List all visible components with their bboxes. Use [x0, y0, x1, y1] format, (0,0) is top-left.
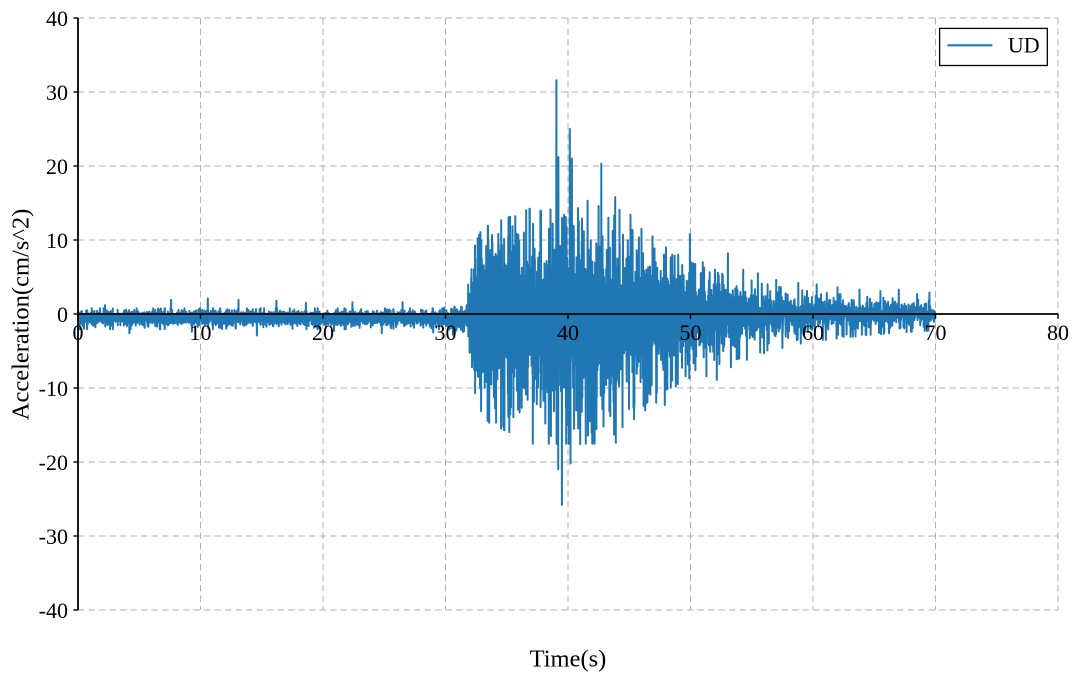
svg-text:10: 10 [190, 320, 212, 345]
svg-text:70: 70 [925, 320, 947, 345]
svg-text:40: 40 [46, 6, 68, 31]
svg-text:10: 10 [46, 228, 68, 253]
svg-text:Acceleration(cm/s^2): Acceleration(cm/s^2) [8, 209, 35, 420]
svg-text:Time(s): Time(s) [530, 646, 607, 673]
svg-text:20: 20 [46, 154, 68, 179]
svg-text:30: 30 [435, 320, 457, 345]
svg-text:-40: -40 [39, 598, 68, 623]
svg-text:20: 20 [312, 320, 334, 345]
svg-text:UD: UD [1008, 33, 1040, 58]
svg-text:-10: -10 [39, 376, 68, 401]
svg-text:0: 0 [73, 320, 84, 345]
svg-text:-20: -20 [39, 450, 68, 475]
svg-text:50: 50 [680, 320, 702, 345]
svg-text:-30: -30 [39, 524, 68, 549]
svg-text:0: 0 [57, 302, 68, 327]
svg-text:40: 40 [557, 320, 579, 345]
svg-text:30: 30 [46, 80, 68, 105]
svg-text:80: 80 [1047, 320, 1069, 345]
svg-text:60: 60 [802, 320, 824, 345]
